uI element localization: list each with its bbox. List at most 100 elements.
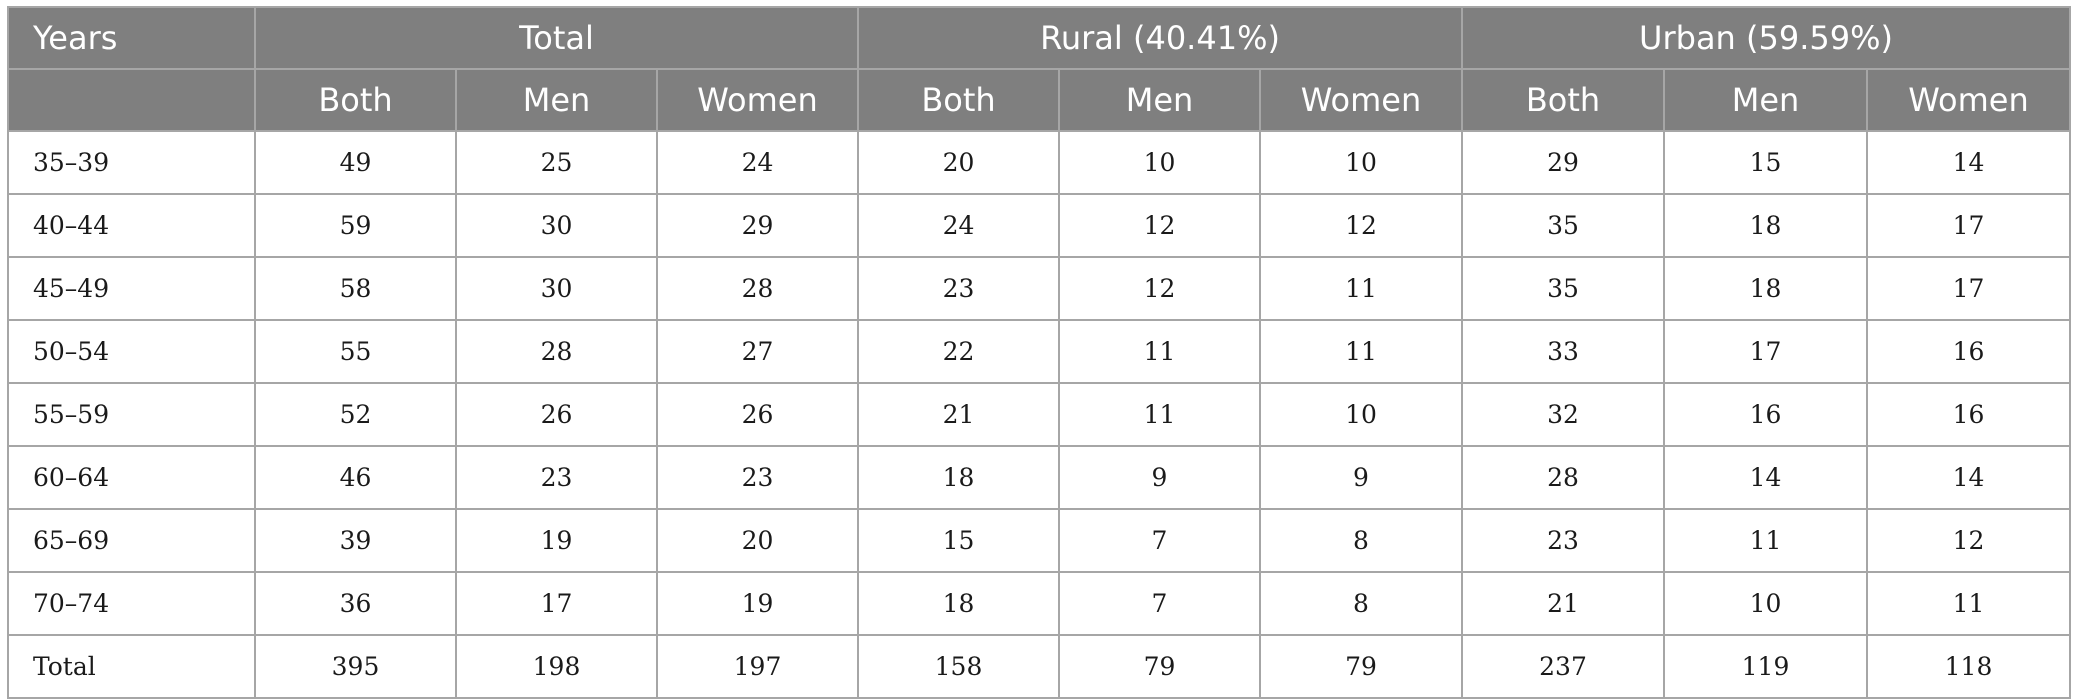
table-cell: 58 — [254, 256, 457, 321]
table-cell: 28 — [1461, 445, 1666, 510]
table-cell: 20 — [656, 508, 859, 573]
table-cell: 118 — [1866, 634, 2072, 699]
table-cell: 17 — [1663, 319, 1869, 384]
table-row: 65–69 39 19 20 15 7 8 23 11 12 — [7, 508, 2072, 573]
subheader-rural-both: Both — [857, 68, 1060, 132]
table-cell: 19 — [656, 571, 859, 636]
table-cell: 59 — [254, 193, 457, 258]
table-cell: 23 — [857, 256, 1060, 321]
table-cell: 49 — [254, 130, 457, 195]
table-cell: 9 — [1258, 445, 1464, 510]
row-label: 50–54 — [7, 319, 256, 384]
table-cell: 26 — [656, 382, 859, 447]
table-cell: 11 — [1258, 256, 1464, 321]
table-row: 45–49 58 30 28 23 12 11 35 18 17 — [7, 256, 2072, 321]
table-cell: 24 — [857, 193, 1060, 258]
table-cell: 158 — [857, 634, 1060, 699]
table-cell: 11 — [1058, 319, 1261, 384]
table-cell: 33 — [1461, 319, 1666, 384]
table-cell: 26 — [455, 382, 658, 447]
header-row-sub: Both Men Women Both Men Women Both Men W… — [7, 68, 2072, 132]
table-row: Total 395 198 197 158 79 79 237 119 118 — [7, 634, 2072, 699]
table-cell: 28 — [455, 319, 658, 384]
table-cell: 7 — [1058, 571, 1261, 636]
table-cell: 16 — [1663, 382, 1869, 447]
table-cell: 14 — [1663, 445, 1869, 510]
header-years: Years — [7, 6, 256, 70]
table-cell: 35 — [1461, 256, 1666, 321]
row-label: 55–59 — [7, 382, 256, 447]
row-label: 70–74 — [7, 571, 256, 636]
table-cell: 29 — [656, 193, 859, 258]
table-row: 60–64 46 23 23 18 9 9 28 14 14 — [7, 445, 2072, 510]
table-cell: 23 — [656, 445, 859, 510]
header-urban: Urban (59.59%) — [1461, 6, 2072, 70]
table-cell: 119 — [1663, 634, 1869, 699]
subheader-rural-women: Women — [1258, 68, 1464, 132]
table-cell: 8 — [1258, 508, 1464, 573]
table-cell: 79 — [1058, 634, 1261, 699]
table-row: 70–74 36 17 19 18 7 8 21 10 11 — [7, 571, 2072, 636]
table-cell: 17 — [455, 571, 658, 636]
header-rural: Rural (40.41%) — [856, 6, 1464, 70]
table-cell: 9 — [1058, 445, 1261, 510]
table-cell: 10 — [1258, 130, 1464, 195]
subheader-urban-women: Women — [1866, 68, 2072, 132]
table-cell: 27 — [656, 319, 859, 384]
table-cell: 30 — [455, 256, 658, 321]
header-row-top: Years Total Rural (40.41%) Urban (59.59%… — [7, 6, 2072, 70]
table-row: 50–54 55 28 27 22 11 11 33 17 16 — [7, 319, 2072, 384]
subheader-urban-both: Both — [1461, 68, 1666, 132]
table-cell: 52 — [254, 382, 457, 447]
population-table: Years Total Rural (40.41%) Urban (59.59%… — [7, 6, 2072, 699]
table-cell: 11 — [1258, 319, 1464, 384]
subheader-total-women: Women — [656, 68, 859, 132]
subheader-total-men: Men — [455, 68, 658, 132]
table-cell: 198 — [455, 634, 658, 699]
table-cell: 16 — [1866, 319, 2072, 384]
table-cell: 55 — [254, 319, 457, 384]
table-cell: 10 — [1258, 382, 1464, 447]
table-cell: 10 — [1663, 571, 1869, 636]
table-cell: 17 — [1866, 193, 2072, 258]
table-cell: 23 — [455, 445, 658, 510]
row-label: 65–69 — [7, 508, 256, 573]
table-cell: 11 — [1866, 571, 2072, 636]
table-cell: 237 — [1461, 634, 1666, 699]
table-cell: 24 — [656, 130, 859, 195]
table-row: 35–39 49 25 24 20 10 10 29 15 14 — [7, 130, 2072, 195]
table-cell: 30 — [455, 193, 658, 258]
header-empty-cell — [7, 68, 256, 132]
table-cell: 29 — [1461, 130, 1666, 195]
table-cell: 39 — [254, 508, 457, 573]
table-row: 55–59 52 26 26 21 11 10 32 16 16 — [7, 382, 2072, 447]
table-cell: 15 — [1663, 130, 1869, 195]
table-cell: 11 — [1663, 508, 1869, 573]
subheader-total-both: Both — [254, 68, 457, 132]
table-cell: 12 — [1058, 256, 1261, 321]
table-body: 35–39 49 25 24 20 10 10 29 15 14 40–44 59 30 29 24 12 12… — [7, 130, 2072, 699]
subheader-urban-men: Men — [1663, 68, 1869, 132]
table-cell: 16 — [1866, 382, 2072, 447]
row-label: 45–49 — [7, 256, 256, 321]
row-label: 35–39 — [7, 130, 256, 195]
table-cell: 21 — [1461, 571, 1666, 636]
table-cell: 25 — [455, 130, 658, 195]
table-cell: 14 — [1866, 130, 2072, 195]
table-container: Years Total Rural (40.41%) Urban (59.59%… — [7, 6, 2072, 699]
table-cell: 12 — [1866, 508, 2072, 573]
subheader-rural-men: Men — [1058, 68, 1261, 132]
table-cell: 32 — [1461, 382, 1666, 447]
row-label: 40–44 — [7, 193, 256, 258]
table-cell: 28 — [656, 256, 859, 321]
table-cell: 22 — [857, 319, 1060, 384]
table-cell: 12 — [1058, 193, 1261, 258]
table-cell: 20 — [857, 130, 1060, 195]
table-cell: 35 — [1461, 193, 1666, 258]
table-cell: 19 — [455, 508, 658, 573]
table-cell: 79 — [1258, 634, 1464, 699]
header-total: Total — [254, 6, 859, 70]
table-cell: 18 — [1663, 256, 1869, 321]
table-cell: 15 — [857, 508, 1060, 573]
table-cell: 46 — [254, 445, 457, 510]
